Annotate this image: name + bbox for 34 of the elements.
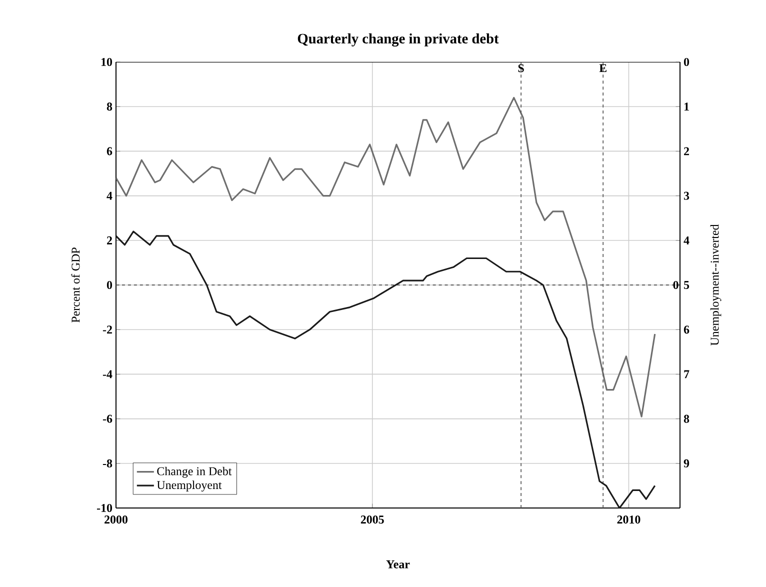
y2-tick-label: 2 bbox=[684, 147, 689, 156]
y-tick-label: 2 bbox=[107, 236, 112, 244]
x-tick-label: 2005 bbox=[360, 516, 384, 524]
y2-tick-label: 4 bbox=[684, 236, 690, 244]
y-axis-title: Percent of GDP bbox=[71, 248, 80, 323]
y2-tick-label: 9 bbox=[684, 459, 690, 468]
y2-tick-label: 0 bbox=[684, 58, 690, 66]
y-tick-label: -6 bbox=[102, 414, 112, 423]
chart-title: Quarterly change in private debt bbox=[298, 33, 499, 47]
y2-tick-label: 3 bbox=[684, 192, 690, 200]
x-tick-label: 2000 bbox=[104, 516, 128, 524]
y2-tick-label: 6 bbox=[684, 326, 690, 334]
ref-line-label: E bbox=[599, 64, 606, 72]
y-tick-label: 8 bbox=[106, 102, 112, 111]
y2-tick-label: 7 bbox=[684, 370, 690, 378]
ref-line-label: S bbox=[518, 64, 524, 72]
y-tick-label: 10 bbox=[101, 58, 112, 66]
y-tick-label: -8 bbox=[102, 459, 112, 468]
y-tick-label: -2 bbox=[102, 326, 112, 334]
x-axis-title: Year bbox=[386, 560, 410, 568]
y2-tick-label: 5 bbox=[684, 281, 690, 289]
y-tick-label: 0 bbox=[106, 280, 112, 290]
y-tick-label: 4 bbox=[106, 192, 112, 200]
x-tick-label: 2010 bbox=[617, 516, 640, 524]
y2-axis-title: Unemployment--inverted bbox=[710, 224, 722, 346]
y2-tick-label: 1 bbox=[684, 102, 689, 111]
line-series bbox=[116, 96, 656, 418]
y-tick-label: -10 bbox=[96, 504, 112, 512]
ref-line-label: 0 bbox=[673, 280, 678, 290]
y-tick-label: 6 bbox=[106, 147, 112, 156]
legend-label: Unemployent bbox=[156, 480, 222, 492]
legend-label: Change in Debt bbox=[157, 466, 232, 478]
y2-tick-label: 8 bbox=[684, 414, 690, 423]
y-tick-label: -4 bbox=[102, 370, 112, 378]
